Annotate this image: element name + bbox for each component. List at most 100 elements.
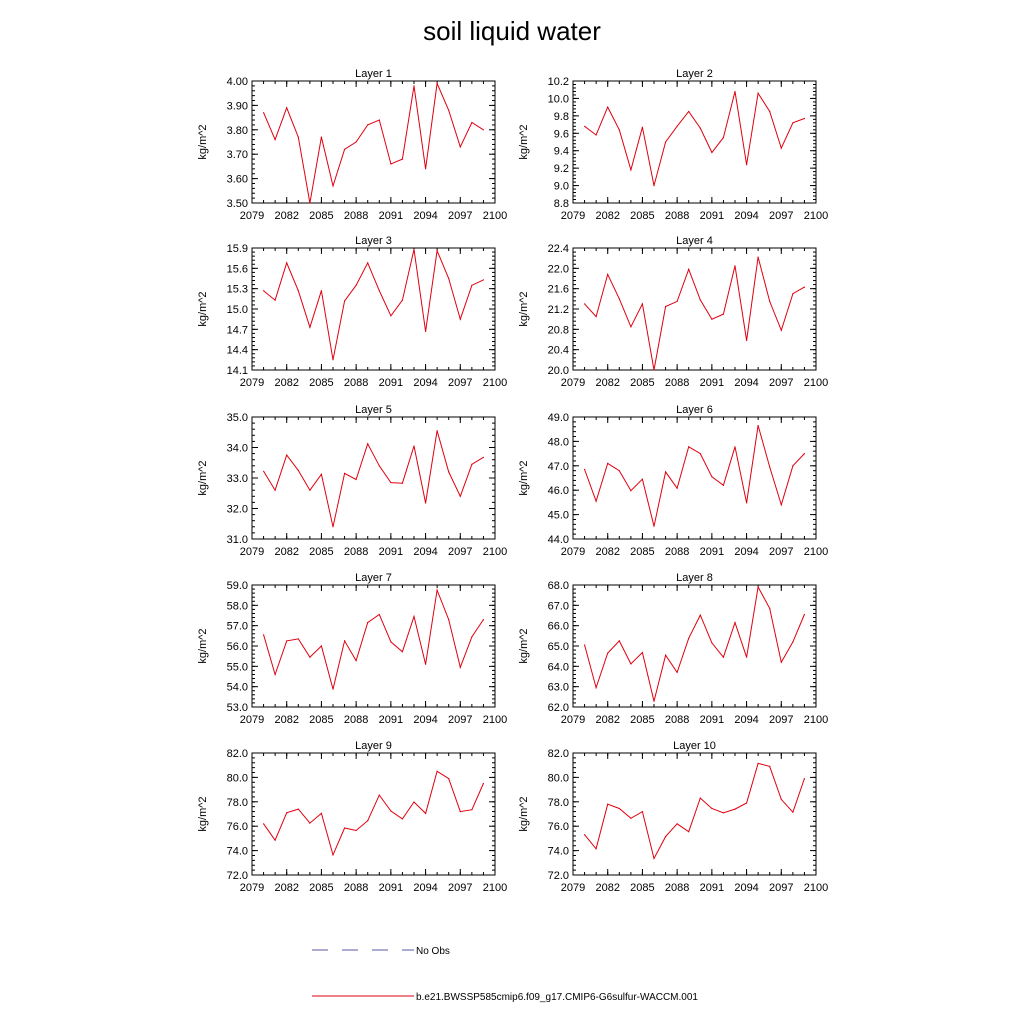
- panel-9-data-point: [425, 812, 427, 815]
- panel-6-data-point: [769, 466, 771, 468]
- panel-6-data-point: [699, 453, 701, 455]
- panel-10-data-point: [665, 836, 667, 838]
- panel-1-frame: [251, 80, 496, 204]
- panel-2-data-point: [607, 106, 609, 108]
- panel-7-xtick-label: 2082: [274, 714, 298, 726]
- panel-9-xtick-label: 2091: [379, 882, 403, 894]
- panel-1-data-point: [320, 136, 322, 138]
- panel-6-title: Layer 6: [676, 404, 713, 416]
- panel-9-xtick-label: 2094: [413, 882, 437, 894]
- panel-2-ytick-label: 10.0: [548, 93, 569, 105]
- panel-6-data-point: [688, 446, 690, 448]
- panel-1-data-point: [413, 85, 415, 87]
- panel-2-data-point: [780, 147, 782, 149]
- panel-5-ytick-label: 34.0: [227, 443, 248, 455]
- panel-3-data-point: [471, 284, 473, 286]
- panel-7-data-point: [425, 663, 427, 665]
- panel-1-xtick-label: 2094: [413, 210, 437, 222]
- panel-10-data-point: [676, 823, 678, 825]
- panel-5-data-point: [320, 473, 322, 475]
- panel-8-data-point: [780, 661, 782, 663]
- panel-2-data-point: [734, 90, 736, 93]
- panel-1-data-point: [436, 82, 438, 84]
- panel-8-data-point: [699, 614, 701, 616]
- panel-2-ylabel: kg/m^2: [518, 124, 530, 159]
- panel-6-data-point: [584, 468, 586, 471]
- panel-8-data-point: [653, 700, 655, 702]
- panel-1-data-point: [274, 139, 276, 141]
- panel-5-frame: [251, 416, 496, 540]
- panel-9-ytick-label: 80.0: [227, 772, 248, 784]
- panel-7-frame: [251, 584, 496, 708]
- panel-9-data-point: [378, 794, 380, 796]
- panel-layer-10: Layer 10 kg/m^2 2079 2082 2085 2088 2091 2094 20…: [518, 740, 828, 894]
- panel-10-data-point: [734, 808, 736, 810]
- panel-5-ytick-label: 33.0: [227, 473, 248, 485]
- panel-7-data-point: [263, 634, 265, 636]
- panel-7-xtick-label: 2091: [379, 714, 403, 726]
- panel-layer-9: Layer 9 kg/m^2 2079 2082 2085 2088 2091 2094 209…: [197, 740, 507, 894]
- panel-9-data-point: [332, 854, 334, 856]
- legend: No Obs b.e21.BWSSP585cmip6.f09_g17.CMIP6…: [312, 946, 698, 1003]
- panel-5-data-point: [309, 489, 311, 491]
- panel-9-data-point: [390, 810, 392, 812]
- panel-1-ytick-label: 3.90: [227, 100, 248, 112]
- panel-8-xtick-label: 2097: [769, 714, 793, 726]
- panel-6-xtick-label: 2085: [630, 546, 654, 558]
- panel-3-data-point: [459, 318, 461, 320]
- panel-3-ytick-label: 14.1: [227, 365, 248, 377]
- panel-5-data-point: [436, 430, 438, 432]
- panel-7-data-point: [436, 589, 438, 591]
- panel-7-data-point: [274, 673, 276, 676]
- panel-9-data-point: [263, 823, 265, 825]
- panel-10-ytick-label: 74.0: [548, 846, 569, 858]
- panel-8-series-line: [584, 585, 805, 702]
- panel-10-data-point: [757, 762, 759, 765]
- panel-10-series-line: [584, 762, 805, 860]
- panel-6-data-point: [665, 471, 667, 473]
- panel-9-frame: [251, 752, 496, 876]
- panel-8-xtick-label: 2079: [561, 714, 585, 726]
- panel-7-data-point: [367, 622, 369, 624]
- panel-1-xtick-label: 2082: [274, 210, 298, 222]
- panel-4-data-point: [769, 300, 771, 302]
- panel-3-series-line: [263, 248, 484, 360]
- panel-10-data-point: [584, 834, 586, 836]
- panel-layer-5: Layer 5 kg/m^2 2079 2082 2085 2088 2091 2094 209…: [197, 404, 507, 558]
- panel-6-xtick-label: 2082: [595, 546, 619, 558]
- panel-1-xtick-label: 2091: [379, 210, 403, 222]
- panel-3-data-point: [263, 290, 265, 292]
- panel-2-ytick-label: 9.2: [554, 163, 569, 175]
- panel-1-data-point: [482, 129, 484, 131]
- panel-2-data-point: [746, 164, 748, 166]
- panel-7-data-point: [413, 615, 415, 618]
- panel-5-data-point: [274, 489, 276, 491]
- panel-7-data-point: [297, 638, 299, 640]
- panel-6-data-point: [676, 487, 678, 489]
- panel-1-data-point: [309, 202, 311, 204]
- panel-9-data-point: [471, 809, 473, 811]
- panel-4-xtick-label: 2100: [804, 377, 828, 389]
- panel-7-data-point: [344, 640, 346, 642]
- panel-3-ytick-label: 14.7: [227, 324, 248, 336]
- panel-10-ytick-label: 82.0: [548, 748, 569, 760]
- panel-4-data-point: [676, 300, 678, 302]
- panel-9-data-point: [355, 829, 357, 832]
- panel-9-data-point: [401, 818, 403, 820]
- panel-2-ytick-label: 9.4: [554, 146, 569, 158]
- panel-6-ytick-label: 47.0: [548, 461, 569, 473]
- panel-6-data-point: [803, 453, 806, 455]
- panel-8-data-point: [584, 644, 586, 646]
- panel-8-data-point: [665, 654, 667, 656]
- figure-title: soil liquid water: [423, 16, 601, 46]
- panel-9-data-point: [436, 770, 438, 772]
- panel-4-data-point: [688, 268, 690, 270]
- panel-8-xtick-label: 2082: [595, 714, 619, 726]
- panel-7-data-point: [378, 613, 380, 616]
- panel-9-xtick-label: 2079: [240, 882, 264, 894]
- panel-7-ytick-label: 53.0: [227, 702, 248, 714]
- panel-10-data-point: [746, 802, 748, 804]
- panel-9-ylabel: kg/m^2: [197, 796, 209, 831]
- panel-3-xtick-label: 2085: [309, 377, 333, 389]
- panel-4-xtick-label: 2094: [734, 377, 758, 389]
